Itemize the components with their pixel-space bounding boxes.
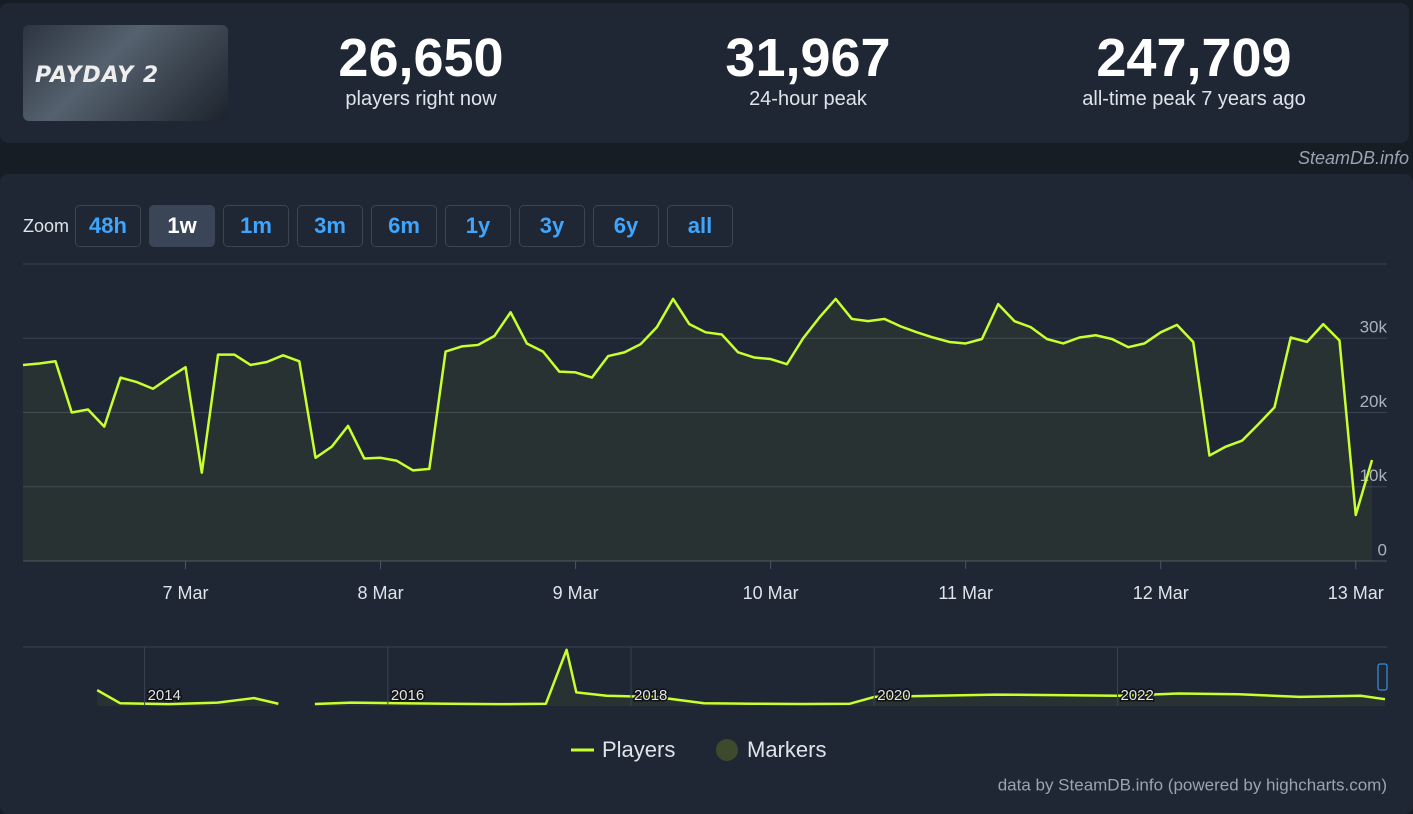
stat-label: 24-hour peak [749,88,867,110]
stat-value: 26,650 [338,28,504,88]
navigator-tick-label: 2016 [391,687,424,704]
legend-symbol [716,739,738,761]
y-tick-label: 10k [1360,466,1388,485]
navigator-tick-label: 2020 [877,687,910,704]
x-tick-label: 9 Mar [553,583,599,603]
legend-label: Markers [747,737,826,762]
stat: 247,709 all-time peak 7 years ago [1014,28,1374,111]
series-area [97,649,1385,706]
zoom-bar: Zoom 48h 1w 1m 3m 6m 1y 3y 6y all [23,205,734,247]
legend-label: Players [602,737,675,762]
y-tick-label: 30k [1360,318,1388,337]
x-tick-label: 12 Mar [1133,583,1189,603]
zoom-button[interactable]: 1y [445,205,512,247]
stat: 31,967 24-hour peak [628,28,988,111]
stat: 26,650 players right now [241,28,601,111]
credit: data by SteamDB.info (powered by highcha… [998,775,1387,794]
stat-value: 31,967 [725,28,891,88]
y-tick-label: 20k [1360,392,1388,411]
stat-value: 247,709 [1096,28,1292,88]
stat-label: players right now [345,88,497,110]
series-line [22,297,1374,517]
source: SteamDB.info [1297,148,1409,168]
zoom-button[interactable]: 1m [223,205,290,247]
x-tick-label: 13 Mar [1328,583,1384,603]
chart-panel: Zoom 48h 1w 1m 3m 6m 1y 3y 6y all [0,174,1413,814]
navigator-tick-label: 2022 [1120,687,1153,704]
series-line [96,648,1386,706]
zoom-button[interactable]: 6m [371,205,438,247]
x-tick-label: 11 Mar [938,583,993,603]
game-art: PAYDAY 2 [23,25,228,121]
y-tick-label: 0 [1378,540,1387,559]
navigator-tick-label: 2018 [634,687,667,704]
zoom-button[interactable]: 1w [149,205,216,247]
zoom-button[interactable]: 48h [75,205,142,247]
x-tick-label: 10 Mar [743,583,799,603]
x-tick-label: 8 Mar [358,583,404,603]
series-area [23,298,1372,561]
zoom-button[interactable]: all [667,205,734,247]
zoom-button[interactable]: 3y [519,205,586,247]
navigator-tick-label: 2014 [148,687,181,704]
stats-panel: PAYDAY 2 26,650 players right now 31,967 24… [0,3,1409,143]
zoom-label: Zoom [23,215,70,236]
navigator-handle [1377,663,1388,691]
zoom-button[interactable]: 6y [593,205,660,247]
stat-label: all-time peak 7 years ago [1082,88,1306,110]
game-logo: PAYDAY 2 [35,63,160,88]
zoom-button[interactable]: 3m [297,205,364,247]
x-tick-label: 7 Mar [163,583,209,603]
